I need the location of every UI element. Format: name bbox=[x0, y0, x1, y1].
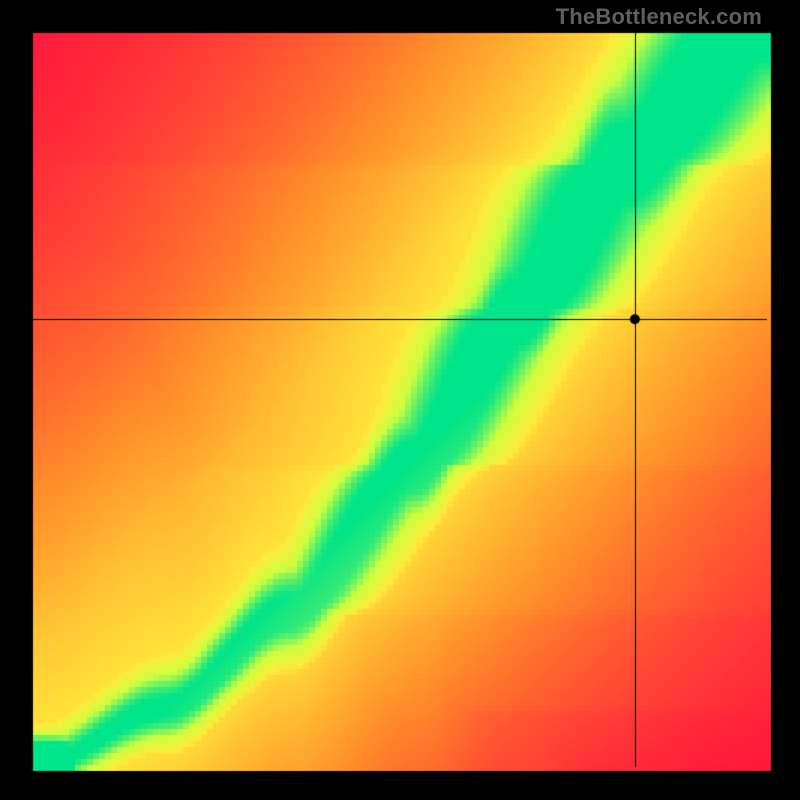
watermark-text: TheBottleneck.com bbox=[556, 4, 762, 30]
bottleneck-heatmap-canvas bbox=[0, 0, 800, 800]
chart-container: TheBottleneck.com bbox=[0, 0, 800, 800]
